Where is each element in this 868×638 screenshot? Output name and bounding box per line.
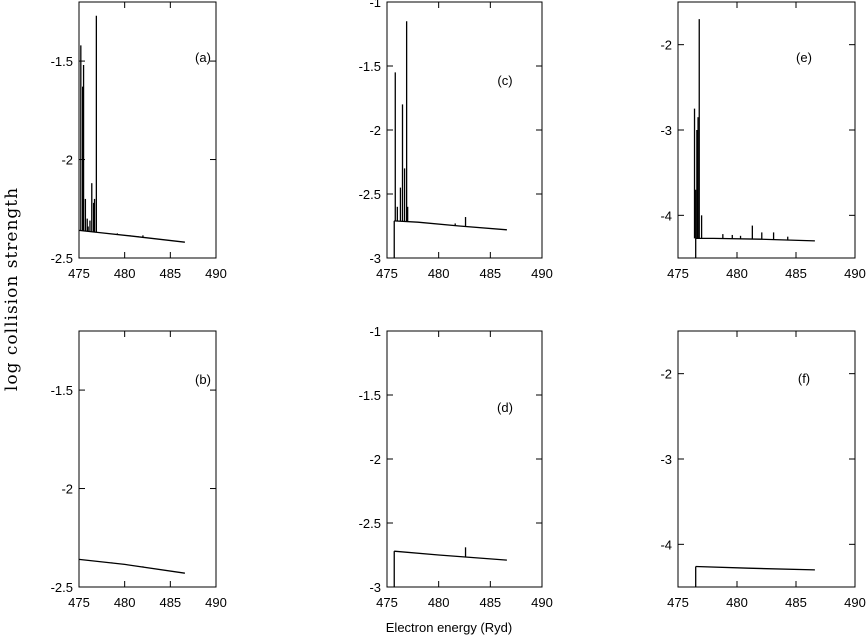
series-line — [695, 565, 815, 571]
panel-label: (f) — [798, 371, 810, 386]
y-tick-label: -3 — [369, 251, 381, 266]
series-line — [695, 237, 815, 242]
x-tick-label: 485 — [785, 595, 807, 610]
y-tick-label: -3 — [369, 580, 381, 595]
y-tick-label: -2 — [61, 153, 73, 168]
x-tick-label: 490 — [205, 266, 227, 281]
plot-frame — [677, 330, 856, 588]
panel-label: (d) — [497, 400, 513, 415]
series-line — [394, 220, 507, 231]
x-tick-label: 480 — [114, 595, 136, 610]
panel-label: (a) — [195, 50, 211, 65]
y-tick-label: -2 — [660, 38, 672, 53]
panel-label: (b) — [195, 372, 211, 387]
x-tick-label: 490 — [844, 266, 866, 281]
y-tick-label: -3 — [660, 123, 672, 138]
series-line — [78, 229, 185, 243]
x-tick-label: 490 — [844, 595, 866, 610]
x-tick-label: 480 — [428, 266, 450, 281]
x-axis-label: Electron energy (Ryd) — [386, 620, 512, 635]
x-tick-label: 475 — [68, 266, 90, 281]
x-tick-label: 485 — [159, 595, 181, 610]
panel-c: 475 480 485 490 -3 -2.5 -2 -1.5 -1 (c) — [359, 0, 553, 281]
panel-label: (c) — [497, 73, 512, 88]
plot-frame — [386, 1, 543, 259]
x-tick-label: 475 — [68, 595, 90, 610]
x-tick-label: 480 — [726, 266, 748, 281]
x-tick-label: 480 — [428, 595, 450, 610]
panel-d: 475 480 485 490 -3 -2.5 -2 -1.5 -1 (d) — [359, 324, 553, 610]
y-tick-label: -1.5 — [51, 383, 73, 398]
y-tick-label: -1 — [369, 324, 381, 339]
y-tick-label: -2 — [369, 123, 381, 138]
x-tick-label: 475 — [667, 266, 689, 281]
y-tick-label: -2 — [61, 482, 73, 497]
y-tick-label: -2.5 — [51, 251, 73, 266]
series-line — [78, 558, 185, 574]
x-tick-label: 490 — [205, 595, 227, 610]
y-tick-label: -1.5 — [359, 388, 381, 403]
x-tick-label: 485 — [479, 266, 501, 281]
y-tick-label: -3 — [660, 452, 672, 467]
y-tick-label: -4 — [660, 537, 672, 552]
x-tick-label: 490 — [531, 595, 553, 610]
y-tick-label: -4 — [660, 208, 672, 223]
panel-b: 475 480 485 490 -2.5 -2 -1.5 (b) — [51, 330, 227, 610]
x-tick-label: 485 — [479, 595, 501, 610]
plot-frame — [78, 1, 217, 259]
x-tick-label: 480 — [726, 595, 748, 610]
plot-frame — [78, 330, 217, 588]
panel-f: 475 480 485 490 -4 -3 -2 (f) — [660, 330, 866, 610]
y-tick-label: -1.5 — [51, 54, 73, 69]
x-tick-label: 475 — [667, 595, 689, 610]
series-line — [394, 550, 507, 561]
y-tick-label: -2 — [660, 367, 672, 382]
panel-label: (e) — [796, 50, 812, 65]
panel-e: 475 480 485 490 -4 -3 -2 (e) — [660, 1, 866, 281]
x-tick-label: 490 — [531, 266, 553, 281]
plot-frame — [386, 330, 543, 588]
x-tick-label: 475 — [376, 266, 398, 281]
y-tick-label: -2.5 — [359, 516, 381, 531]
plot-frame — [677, 1, 856, 259]
x-tick-label: 475 — [376, 595, 398, 610]
panels-group: 475 480 485 490 -2.5 -2 -1.5 (a) 475 480 485 490 -2.… — [51, 0, 866, 610]
y-tick-label: -1.5 — [359, 59, 381, 74]
y-tick-label: -2 — [369, 452, 381, 467]
y-tick-label: -2.5 — [359, 187, 381, 202]
y-tick-label: -1 — [369, 0, 381, 10]
panel-a: 475 480 485 490 -2.5 -2 -1.5 (a) — [51, 1, 227, 281]
y-axis-label: log collision strength — [2, 187, 22, 391]
x-tick-label: 480 — [114, 266, 136, 281]
x-tick-label: 485 — [785, 266, 807, 281]
x-tick-label: 485 — [159, 266, 181, 281]
y-tick-label: -2.5 — [51, 580, 73, 595]
